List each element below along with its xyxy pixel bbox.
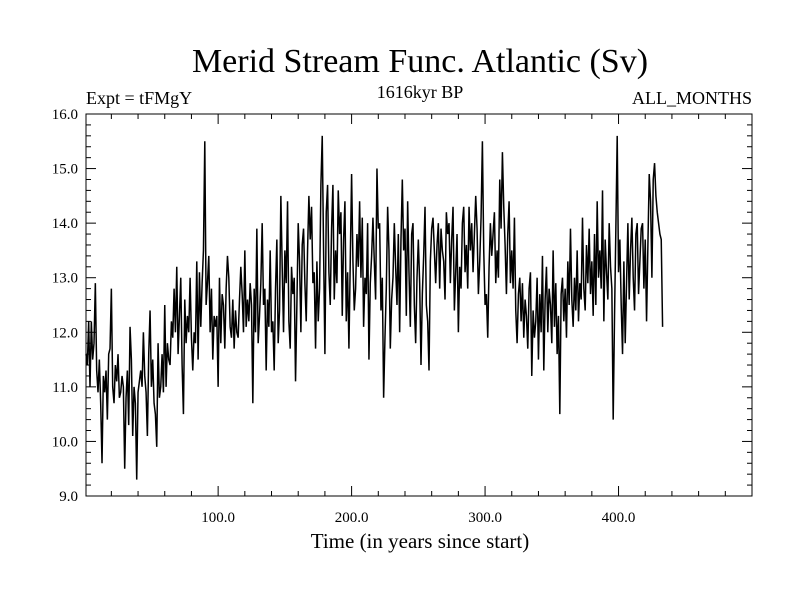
x-tick-label: 400.0 xyxy=(602,510,636,526)
x-tick-label: 100.0 xyxy=(201,510,235,526)
y-tick-label: 14.0 xyxy=(52,216,78,232)
experiment-label: Expt = tFMgY xyxy=(86,88,192,108)
axis-ticks: 100.0 200.0 300.0 400.0 9.0 10.0 11.0 12.0 13.0 1… xyxy=(52,107,752,526)
y-tick-label: 12.0 xyxy=(52,325,78,341)
series-line xyxy=(85,135,664,480)
time-period-label: 1616kyr BP xyxy=(377,82,464,102)
y-tick-label: 15.0 xyxy=(52,162,78,178)
months-label: ALL_MONTHS xyxy=(632,88,752,108)
y-tick-label: 11.0 xyxy=(52,380,78,396)
x-tick-label: 300.0 xyxy=(468,510,502,526)
y-tick-label: 9.0 xyxy=(59,489,78,505)
chart-title: Merid Stream Func. Atlantic (Sv) xyxy=(192,43,648,80)
y-tick-label: 10.0 xyxy=(52,434,78,450)
x-axis-label: Time (in years since start) xyxy=(311,529,530,553)
y-tick-label: 13.0 xyxy=(52,271,78,287)
x-tick-label: 200.0 xyxy=(335,510,369,526)
y-tick-label: 16.0 xyxy=(52,107,78,123)
plot-frame xyxy=(85,113,753,497)
